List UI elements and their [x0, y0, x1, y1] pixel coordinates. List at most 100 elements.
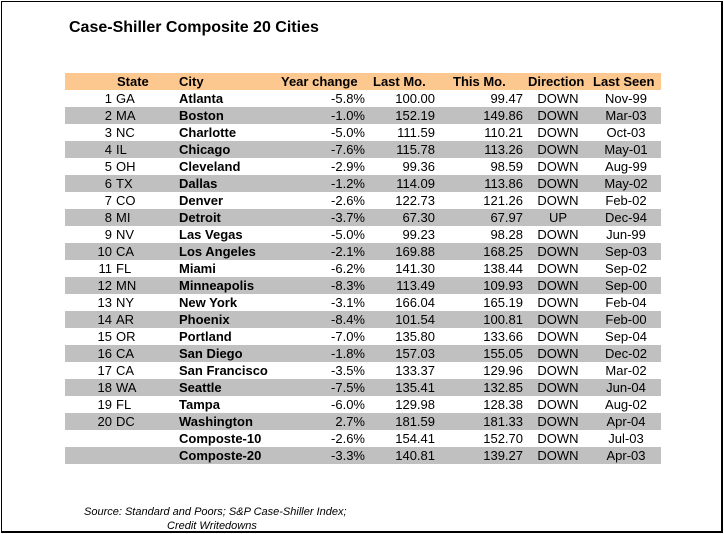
row-city: Washington: [179, 414, 253, 429]
row-state: NY: [116, 295, 135, 310]
row-number: 14: [97, 312, 112, 327]
row-direction: DOWN: [537, 312, 579, 327]
row-direction: DOWN: [537, 244, 579, 259]
row-direction: DOWN: [537, 261, 579, 276]
data-table: State City Year change Last Mo. This Mo.…: [65, 73, 661, 464]
table-body: 1 GA Atlanta -5.8% 100.00 99.47 DOWN Nov-99 2 MA B…: [65, 90, 661, 464]
row-this-mo: 165.19: [483, 295, 523, 310]
row-last-mo: 181.59: [395, 414, 435, 429]
table-row: 20 DC Washington 2.7% 181.59 181.33 DOWN Apr-04: [65, 413, 661, 430]
row-last-mo: 141.30: [395, 261, 435, 276]
row-year-change: -3.3%: [331, 448, 365, 463]
header-year-change: Year change: [281, 74, 358, 89]
row-year-change: -7.0%: [331, 329, 365, 344]
row-this-mo: 98.59: [490, 159, 523, 174]
row-year-change: 2.7%: [335, 414, 365, 429]
row-direction: DOWN: [537, 91, 579, 106]
table-row: 5 OH Cleveland -2.9% 99.36 98.59 DOWN Aug-99: [65, 158, 661, 175]
table-row: 11 FL Miami -6.2% 141.30 138.44 DOWN Sep-02: [65, 260, 661, 277]
row-last-seen: May-02: [604, 176, 648, 191]
header-last-mo: Last Mo.: [373, 74, 426, 89]
row-number: 7: [104, 193, 112, 208]
row-number: 19: [97, 397, 112, 412]
table-row: 8 MI Detroit -3.7% 67.30 67.97 UP Dec-94: [65, 209, 661, 226]
row-year-change: -2.6%: [331, 193, 365, 208]
row-year-change: -5.0%: [331, 125, 365, 140]
table-row: 2 MA Boston -1.0% 152.19 149.86 DOWN Mar-03: [65, 107, 661, 124]
table-row: 19 FL Tampa -6.0% 129.98 128.38 DOWN Aug-02: [65, 396, 661, 413]
row-city: San Diego: [179, 346, 243, 361]
row-year-change: -1.0%: [331, 108, 365, 123]
table-row: 1 GA Atlanta -5.8% 100.00 99.47 DOWN Nov-99: [65, 90, 661, 107]
row-number: 17: [97, 363, 112, 378]
source-note: Source: Standard and Poors; S&P Case-Shi…: [84, 506, 347, 518]
row-state: CA: [116, 244, 135, 259]
row-last-mo: 133.37: [395, 363, 435, 378]
row-last-seen: Feb-00: [605, 312, 647, 327]
row-number: 20: [97, 414, 112, 429]
row-last-seen: Feb-04: [605, 295, 647, 310]
row-last-mo: 166.04: [395, 295, 435, 310]
table-row: 13 NY New York -3.1% 166.04 165.19 DOWN Feb-04: [65, 294, 661, 311]
row-year-change: -3.7%: [331, 210, 365, 225]
row-city: Portland: [179, 329, 232, 344]
header-this-mo: This Mo.: [453, 74, 506, 89]
row-number: 6: [104, 176, 112, 191]
row-this-mo: 155.05: [483, 346, 523, 361]
row-city: New York: [179, 295, 238, 310]
table-header: State City Year change Last Mo. This Mo.…: [65, 73, 661, 90]
row-last-seen: Mar-02: [605, 363, 647, 378]
row-last-seen: Apr-03: [606, 448, 646, 463]
row-state: GA: [116, 91, 135, 106]
row-direction: DOWN: [537, 142, 579, 157]
row-last-mo: 101.54: [395, 312, 435, 327]
row-city: Atlanta: [179, 91, 224, 106]
row-year-change: -3.5%: [331, 363, 365, 378]
row-last-seen: Sep-04: [605, 329, 647, 344]
row-last-seen: Jun-99: [606, 227, 646, 242]
header-last-seen: Last Seen: [593, 74, 655, 89]
row-city: Minneapolis: [179, 278, 255, 293]
source-note-credit: Credit Writedowns: [167, 520, 257, 532]
row-this-mo: 98.28: [490, 227, 523, 242]
row-last-mo: 140.81: [395, 448, 435, 463]
row-city: Chicago: [179, 142, 231, 157]
row-last-mo: 100.00: [395, 91, 435, 106]
row-year-change: -8.4%: [331, 312, 365, 327]
header-state: State: [117, 74, 149, 89]
row-number: 10: [97, 244, 112, 259]
row-direction: DOWN: [537, 159, 579, 174]
row-number: 11: [98, 261, 113, 276]
row-number: 4: [104, 142, 112, 157]
row-number: 18: [97, 380, 112, 395]
table-row: 17 CA San Francisco -3.5% 133.37 129.96 DOWN Ma…: [65, 362, 661, 379]
row-last-seen: Aug-99: [605, 159, 647, 174]
row-number: 9: [104, 227, 112, 242]
table-row: 16 CA San Diego -1.8% 157.03 155.05 DOWN Dec-02: [65, 345, 661, 362]
row-year-change: -5.8%: [331, 91, 365, 106]
row-city: San Francisco: [179, 363, 268, 378]
row-last-mo: 111.59: [397, 125, 435, 140]
row-last-mo: 99.23: [402, 227, 435, 242]
row-state: CA: [116, 346, 135, 361]
row-year-change: -8.3%: [331, 278, 365, 293]
row-last-seen: Nov-99: [605, 91, 647, 106]
row-this-mo: 149.86: [483, 108, 523, 123]
row-this-mo: 168.25: [483, 244, 523, 259]
table-row: Composte-10 -2.6% 154.41 152.70 DOWN Jul-03: [65, 430, 661, 447]
table-row: 9 NV Las Vegas -5.0% 99.23 98.28 DOWN Jun-99: [65, 226, 661, 243]
table-row: 4 IL Chicago -7.6% 115.78 113.26 DOWN May-01: [65, 141, 661, 158]
row-number: 1: [104, 91, 112, 106]
row-this-mo: 110.21: [484, 125, 523, 140]
row-state: OH: [116, 159, 136, 174]
row-direction: DOWN: [537, 227, 579, 242]
table-row: 12 MN Minneapolis -8.3% 113.49 109.93 DOWN Sep-…: [65, 277, 661, 294]
row-last-mo: 115.78: [396, 142, 435, 157]
row-number: 16: [97, 346, 112, 361]
page-title: Case-Shiller Composite 20 Cities: [69, 19, 319, 36]
row-this-mo: 128.38: [483, 397, 523, 412]
row-last-seen: Mar-03: [605, 108, 647, 123]
row-last-seen: Aug-02: [605, 397, 647, 412]
row-direction: DOWN: [537, 278, 579, 293]
row-city: Cleveland: [179, 159, 241, 174]
